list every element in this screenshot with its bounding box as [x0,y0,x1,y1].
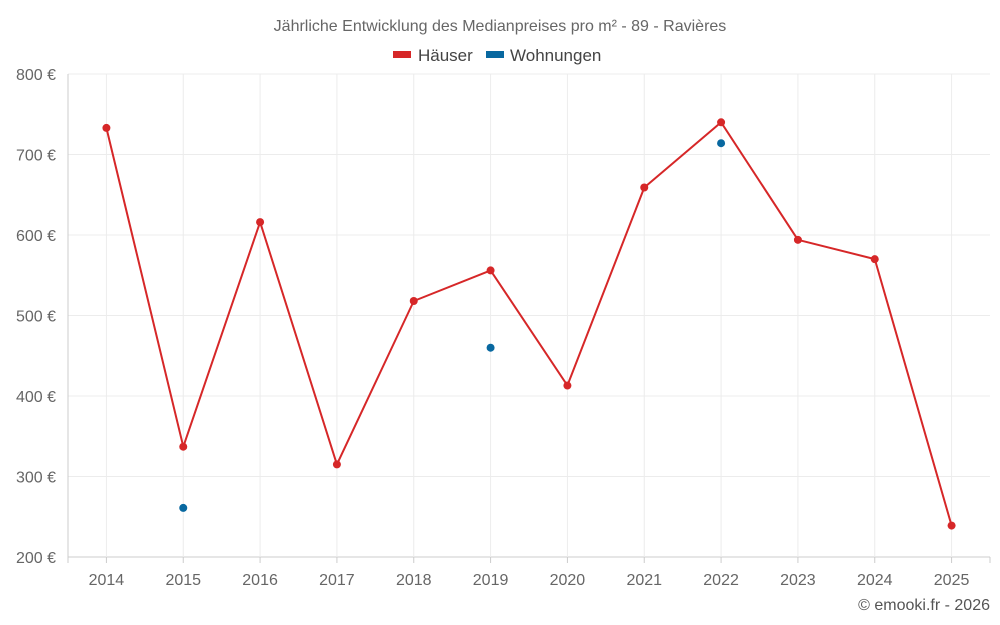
data-point-haeuser[interactable] [409,297,418,306]
x-tick-label: 2021 [626,572,662,589]
series-wohnungen [179,139,726,512]
legend-label-wohnungen: Wohnungen [510,46,601,65]
series [102,118,956,530]
data-point-haeuser[interactable] [102,123,111,132]
x-tick-label: 2025 [934,572,970,589]
legend-swatch-haeuser [393,51,411,58]
x-tick-label: 2017 [319,572,355,589]
x-tick-label: 2020 [550,572,586,589]
y-tick-label: 700 € [16,148,56,165]
y-tick-label: 400 € [16,389,56,406]
data-point-haeuser[interactable] [870,255,879,264]
data-point-haeuser[interactable] [332,460,341,469]
y-tick-label: 300 € [16,470,56,487]
series-line-haeuser [105,121,953,526]
x-tick-label: 2024 [857,572,893,589]
data-point-wohnungen[interactable] [179,503,188,512]
y-tick-label: 200 € [16,550,56,567]
legend-label-haeuser: Häuser [418,46,473,65]
data-point-haeuser[interactable] [717,118,726,127]
y-tick-label: 600 € [16,228,56,245]
x-tick-label: 2022 [703,572,739,589]
chart-title: Jährliche Entwicklung des Medianpreises … [274,18,727,35]
data-point-haeuser[interactable] [563,381,572,390]
legend-swatch-wohnungen [486,51,504,58]
data-point-haeuser[interactable] [179,442,188,451]
y-tick-label: 800 € [16,67,56,84]
x-tick-label: 2014 [89,572,125,589]
x-tick-label: 2015 [165,572,201,589]
legend-item-wohnungen[interactable]: Wohnungen [486,46,601,65]
y-tick-label: 500 € [16,309,56,326]
x-tick-label: 2019 [473,572,509,589]
x-tick-label: 2023 [780,572,816,589]
data-point-haeuser[interactable] [947,521,956,530]
data-point-haeuser[interactable] [256,218,265,227]
data-point-wohnungen[interactable] [486,343,495,352]
series-haeuser [102,118,956,530]
data-point-haeuser[interactable] [640,183,649,192]
data-point-haeuser[interactable] [793,235,802,244]
x-tick-label: 2018 [396,572,432,589]
y-axis: 200 € 300 € 400 € 500 € 600 € 700 € 800 € [16,67,69,567]
credit-text: © emooki.fr - 2026 [858,597,990,614]
data-point-wohnungen[interactable] [717,139,726,148]
grid [68,73,990,558]
x-axis: 2014 2015 2016 2017 2018 2019 2020 2021 2022 2023… [67,557,991,589]
legend-item-haeuser[interactable]: Häuser [393,46,473,65]
legend: Häuser Wohnungen [393,46,601,65]
data-point-haeuser[interactable] [486,266,495,275]
x-tick-label: 2016 [242,572,278,589]
